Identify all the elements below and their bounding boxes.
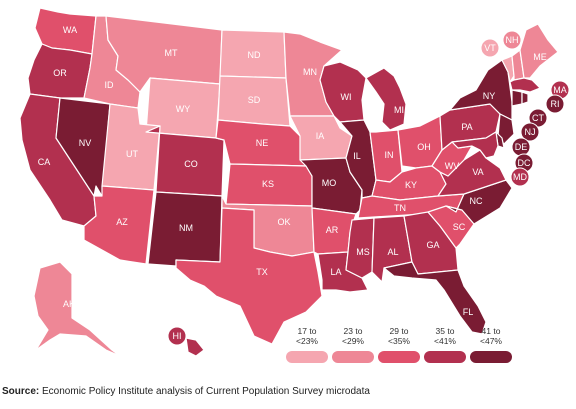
- label-ks: KS: [262, 179, 274, 189]
- label-ne: NE: [256, 138, 269, 148]
- state-nj: [497, 113, 515, 145]
- label-mt: MT: [165, 48, 178, 58]
- legend-swatch-1: [286, 351, 328, 363]
- legend-swatch-3: [378, 351, 420, 363]
- label-tx: TX: [256, 267, 268, 277]
- label-nm: NM: [179, 223, 193, 233]
- label-oh: OH: [417, 142, 431, 152]
- state-tx: [175, 207, 323, 345]
- state-me: [519, 23, 559, 79]
- state-vt-marker: [480, 38, 500, 58]
- label-ok: OK: [277, 217, 290, 227]
- label-ky: KY: [405, 180, 417, 190]
- legend-item-1-top: 17 to: [297, 326, 317, 336]
- state-ct: [511, 89, 523, 107]
- label-dc: DC: [518, 158, 531, 168]
- legend-item-2-top: 23 to: [343, 326, 363, 336]
- state-fl: [383, 261, 487, 335]
- state-md-marker: [510, 167, 530, 187]
- label-md: MD: [513, 172, 527, 182]
- state-ri-marker: [545, 94, 565, 114]
- label-al: AL: [387, 247, 398, 257]
- state-nj-marker: [520, 122, 540, 142]
- legend-swatch-5: [470, 351, 512, 363]
- label-ms: MS: [356, 247, 370, 257]
- label-nv: NV: [79, 138, 92, 148]
- label-wy: WY: [176, 104, 191, 114]
- label-sd: SD: [248, 95, 261, 105]
- label-nd: ND: [248, 50, 261, 60]
- label-nj: NJ: [525, 127, 536, 137]
- label-ar: AR: [326, 225, 339, 235]
- label-ct: CT: [532, 113, 544, 123]
- state-vt: [501, 55, 515, 83]
- state-ak: [33, 261, 121, 357]
- label-pa: PA: [461, 122, 472, 132]
- label-nc: NC: [470, 196, 483, 206]
- legend-item-3-bottom: <35%: [388, 336, 410, 346]
- legend-item-2: 23 to <29%: [332, 326, 374, 346]
- label-ut: UT: [126, 149, 138, 159]
- state-az: [83, 185, 155, 265]
- legend-item-1: 17 to <23%: [286, 326, 328, 346]
- legend-item-4: 35 to <41%: [424, 326, 466, 346]
- label-wa: WA: [63, 25, 77, 35]
- label-nh: NH: [506, 35, 519, 45]
- label-vt: VT: [484, 43, 496, 53]
- legend-item-5-top: 41 to: [481, 326, 501, 336]
- label-hi: HI: [173, 331, 182, 341]
- label-wv: WV: [445, 161, 460, 171]
- label-de: DE: [515, 142, 528, 152]
- state-mi: [365, 67, 407, 131]
- label-tn: TN: [394, 203, 406, 213]
- label-wi: WI: [341, 92, 352, 102]
- label-ca: CA: [38, 157, 51, 167]
- legend-item-5: 41 to <47%: [470, 326, 512, 346]
- source-note: Source: Economic Policy Institute analys…: [2, 386, 370, 397]
- label-il: IL: [353, 151, 361, 161]
- label-va: VA: [472, 167, 483, 177]
- label-ia: IA: [316, 131, 325, 141]
- label-mo: MO: [322, 178, 337, 188]
- state-ri: [521, 91, 529, 105]
- state-hi-marker: [167, 326, 187, 346]
- legend-item-4-bottom: <41%: [434, 336, 456, 346]
- label-me: ME: [533, 52, 547, 62]
- source-label: Source:: [2, 386, 40, 397]
- label-ma: MA: [553, 85, 567, 95]
- label-ak: AK: [63, 299, 75, 309]
- label-in: IN: [385, 150, 394, 160]
- legend-item-3: 29 to <35%: [378, 326, 420, 346]
- label-ga: GA: [426, 240, 439, 250]
- legend-item-3-top: 29 to: [389, 326, 409, 336]
- us-map-svg: WA OR CA NV ID MT WY UT AZ CO NM ND SD N…: [19, 7, 570, 357]
- legend-swatch-2: [332, 351, 374, 363]
- state-nh-marker: [502, 30, 522, 50]
- legend-item-4-top: 35 to: [435, 326, 455, 336]
- label-mn: MN: [303, 67, 317, 77]
- legend: 17 to <23% 23 to <29% 29 to <35% 35 to <…: [286, 326, 512, 370]
- label-mi: MI: [394, 105, 404, 115]
- label-co: CO: [184, 159, 198, 169]
- label-or: OR: [53, 68, 67, 78]
- label-ny: NY: [483, 91, 496, 101]
- legend-swatch-4: [424, 351, 466, 363]
- label-ri: RI: [551, 99, 560, 109]
- label-sc: SC: [453, 222, 466, 232]
- label-fl: FL: [463, 307, 474, 317]
- source-text: Economic Policy Institute analysis of Cu…: [39, 386, 370, 397]
- legend-item-5-bottom: <47%: [480, 336, 502, 346]
- state-md: [451, 131, 499, 159]
- label-id: ID: [105, 80, 115, 90]
- us-map: WA OR CA NV ID MT WY UT AZ CO NM ND SD N…: [19, 7, 570, 357]
- legend-item-2-bottom: <29%: [342, 336, 364, 346]
- state-hi: [185, 337, 205, 357]
- legend-item-1-bottom: <23%: [296, 336, 318, 346]
- label-la: LA: [330, 267, 341, 277]
- label-az: AZ: [116, 217, 128, 227]
